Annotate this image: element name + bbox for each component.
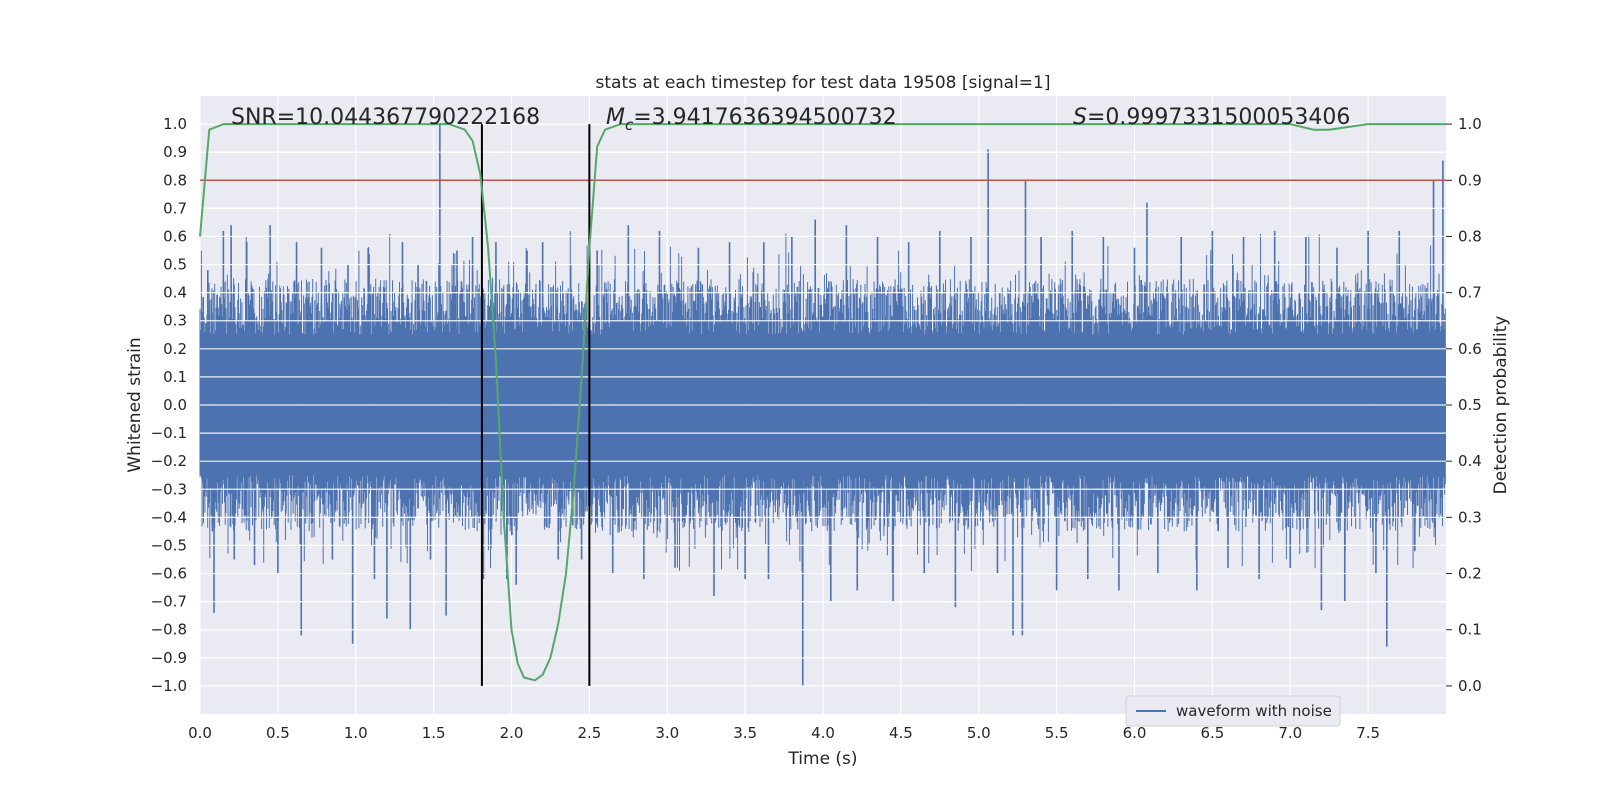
y-left-tick-label: −1.0 xyxy=(151,677,187,695)
x-tick-label: 6.0 xyxy=(1123,724,1147,742)
y-right-tick-label: 0.0 xyxy=(1458,677,1482,695)
y-left-tick-label: 0.5 xyxy=(163,256,187,274)
y-right-tick-label: 0.3 xyxy=(1458,508,1482,526)
chirp-mass-value: =3.9417636394500732 xyxy=(633,105,896,130)
x-tick-label: 1.0 xyxy=(344,724,368,742)
x-tick-label: 2.0 xyxy=(500,724,524,742)
legend-label: waveform with noise xyxy=(1176,702,1332,720)
x-tick-label: 7.0 xyxy=(1278,724,1302,742)
y-right-tick-label: 0.9 xyxy=(1458,171,1482,189)
x-tick-label: 0.0 xyxy=(188,724,212,742)
y-left-tick-label: −0.3 xyxy=(151,480,187,498)
probability-polyline xyxy=(199,123,1446,682)
x-tick-label: 3.5 xyxy=(733,724,757,742)
y-left-tick-label: −0.8 xyxy=(151,621,187,639)
y-right-tick-label: 0.6 xyxy=(1458,340,1482,358)
y-left-tick-label: −0.1 xyxy=(151,424,187,442)
chart-title: stats at each timestep for test data 195… xyxy=(596,73,1051,93)
y-left-tick-label: −0.5 xyxy=(151,536,187,554)
y-left-tick-label: 0.7 xyxy=(163,199,187,217)
chirp-mass-subscript: c xyxy=(625,116,634,134)
y-left-tick-label: −0.6 xyxy=(151,565,187,583)
x-tick-label: 5.5 xyxy=(1045,724,1069,742)
y-left-tick-label: 1.0 xyxy=(163,115,187,133)
y-left-tick-label: 0.0 xyxy=(163,396,187,414)
y-right-axis-label: Detection probability xyxy=(1491,316,1511,495)
legend-box xyxy=(1125,695,1341,727)
y-left-tick-label: −0.9 xyxy=(151,649,187,667)
y-right-tick-label: 0.7 xyxy=(1458,284,1482,302)
event-window-lines xyxy=(480,124,591,686)
y-right-tick-label: 0.5 xyxy=(1458,396,1482,414)
y-left-tick-label: 0.6 xyxy=(163,227,187,245)
y-left-axis-ticks: 1.0 0.9 0.8 0.7 0.6 0.5 0.4 0.3 0.2 0.1 0.0 −0.1 −0.… xyxy=(151,115,187,695)
waveform-noise-path xyxy=(199,231,1446,575)
x-tick-label: 4.0 xyxy=(811,724,835,742)
y-left-tick-label: 0.8 xyxy=(163,171,187,189)
y-left-tick-label: −0.4 xyxy=(151,508,187,526)
y-left-axis-label: Whitened strain xyxy=(125,337,145,472)
x-tick-label: 1.5 xyxy=(422,724,446,742)
y-left-tick-label: 0.9 xyxy=(163,143,187,161)
y-right-tick-label: 0.4 xyxy=(1458,452,1482,470)
x-tick-label: 4.5 xyxy=(889,724,913,742)
y-left-tick-label: 0.2 xyxy=(163,340,187,358)
score-annotation: S=0.9997331500053406 xyxy=(1073,105,1350,130)
y-right-tick-label: 0.2 xyxy=(1458,565,1482,583)
y-right-axis-ticks: 1.0 0.9 0.8 0.7 0.6 0.5 0.4 0.3 0.2 0.1 0.0 xyxy=(1446,115,1482,695)
y-left-tick-label: 0.3 xyxy=(163,312,187,330)
y-left-tick-label: 0.1 xyxy=(163,368,187,386)
detection-probability-line xyxy=(199,123,1446,682)
x-tick-label: 5.0 xyxy=(967,724,991,742)
y-left-tick-label: −0.2 xyxy=(151,452,187,470)
x-axis-label: Time (s) xyxy=(787,749,857,769)
y-right-tick-label: 1.0 xyxy=(1458,115,1482,133)
legend: waveform with noise xyxy=(1125,695,1341,727)
y-right-tick-label: 0.8 xyxy=(1458,227,1482,245)
chirp-mass-annotation: Mc=3.9417636394500732 xyxy=(606,105,897,134)
score-value: =0.9997331500053406 xyxy=(1087,105,1350,130)
x-tick-label: 2.5 xyxy=(577,724,601,742)
grid-overlay xyxy=(200,123,1446,687)
x-axis-ticks: 0.0 0.5 1.0 1.5 2.0 2.5 3.0 3.5 4.0 4.5 5.0 5.5 6.0 6… xyxy=(188,724,1380,742)
y-left-tick-label: −0.7 xyxy=(151,593,187,611)
score-symbol: S xyxy=(1073,105,1087,130)
snr-annotation: SNR=10.044367790222168 xyxy=(231,105,540,130)
x-tick-label: 0.5 xyxy=(266,724,290,742)
chirp-mass-symbol: M xyxy=(606,105,625,130)
x-tick-label: 6.5 xyxy=(1200,724,1224,742)
x-tick-label: 3.0 xyxy=(655,724,679,742)
y-left-tick-label: 0.4 xyxy=(163,284,187,302)
y-right-tick-label: 0.1 xyxy=(1458,621,1482,639)
x-tick-label: 7.5 xyxy=(1356,724,1380,742)
